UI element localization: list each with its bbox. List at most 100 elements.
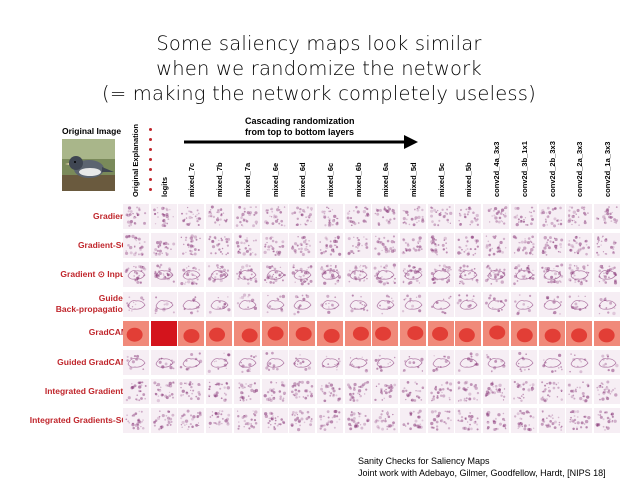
- row-label: Gradient ⊙ Input: [60, 269, 128, 280]
- column-label: conv2d_2b_3x3: [547, 141, 557, 197]
- saliency-cell: [344, 233, 371, 259]
- saliency-cell: [233, 350, 260, 375]
- original-bird-image: [62, 139, 115, 191]
- saliency-cell: [427, 350, 454, 375]
- saliency-cell: [289, 320, 316, 346]
- saliency-cell: [233, 262, 260, 288]
- saliency-cell: [178, 233, 205, 259]
- row-label-line: Guided GradCAM: [57, 356, 128, 367]
- saliency-cell: [566, 379, 593, 405]
- slide-title-line-2: when we randomize the network: [156, 57, 482, 80]
- saliency-cell: [427, 204, 454, 229]
- saliency-cell: [150, 350, 177, 375]
- saliency-cell: [261, 320, 288, 346]
- column-label: mixed_5d: [409, 162, 418, 197]
- saliency-cell: [206, 379, 233, 405]
- column-label: Original Explanation: [131, 124, 140, 197]
- slide-title-line-1: Some saliency maps look similar: [156, 32, 482, 55]
- saliency-cell: [593, 408, 620, 434]
- row-label: Integrated Gradients-SG: [30, 415, 128, 426]
- saliency-cell: [178, 291, 205, 317]
- saliency-cell: [538, 320, 565, 346]
- saliency-cell: [150, 262, 177, 288]
- saliency-cell: [400, 379, 426, 405]
- saliency-cell: [593, 379, 620, 405]
- saliency-cell: [178, 379, 205, 405]
- saliency-cell: [566, 408, 593, 434]
- saliency-cell: [316, 262, 343, 288]
- saliency-cell: [400, 291, 426, 317]
- saliency-cell: [510, 379, 537, 405]
- row-label: Gradient: [93, 211, 128, 222]
- saliency-cell: [593, 204, 620, 229]
- saliency-cell: [538, 350, 565, 375]
- saliency-cell: [261, 291, 288, 317]
- saliency-cell: [593, 350, 620, 375]
- saliency-cell: [483, 291, 510, 317]
- saliency-cell: [344, 408, 371, 434]
- saliency-cell: [510, 262, 537, 288]
- saliency-cell: [123, 379, 149, 405]
- saliency-cell: [538, 233, 565, 259]
- saliency-cell: [538, 262, 565, 288]
- saliency-cell: [372, 233, 399, 259]
- saliency-cell: [123, 233, 149, 259]
- column-label: conv2d_1a_3x3: [602, 141, 612, 197]
- saliency-cell: [510, 291, 537, 317]
- saliency-cell: [455, 262, 482, 288]
- saliency-cell: [400, 262, 426, 288]
- saliency-cell: [400, 350, 426, 375]
- column-label: logits: [159, 177, 169, 197]
- saliency-cell: [261, 408, 288, 434]
- saliency-cell: [316, 204, 343, 229]
- column-label: mixed_6e: [270, 162, 280, 197]
- saliency-cell: [233, 233, 260, 259]
- saliency-cell: [372, 204, 399, 229]
- row-label-line: Gradient: [93, 210, 128, 221]
- saliency-cell: [483, 320, 510, 346]
- saliency-cell: [150, 291, 177, 317]
- saliency-cell: [510, 320, 537, 346]
- column-label: mixed_6d: [298, 162, 308, 197]
- saliency-cell: [400, 204, 426, 229]
- saliency-cell: [316, 408, 343, 434]
- saliency-cell: [344, 262, 371, 288]
- row-label: Gradient-SG: [78, 240, 128, 251]
- saliency-cell: [261, 379, 288, 405]
- saliency-cell: [372, 291, 399, 317]
- column-label: mixed_6b: [353, 162, 363, 197]
- column-label: conv2d_2a_3x3: [575, 141, 585, 197]
- saliency-cell: [289, 408, 316, 434]
- saliency-cell: [483, 350, 510, 375]
- column-label: mixed_6a: [381, 162, 391, 197]
- saliency-cell: [316, 379, 343, 405]
- saliency-cell: [400, 320, 426, 346]
- original-image-label: Original Image: [62, 126, 122, 136]
- saliency-cell: [455, 320, 482, 346]
- saliency-cell: [123, 262, 149, 288]
- row-label-line: Back-propagation: [55, 303, 128, 314]
- saliency-cell: [289, 291, 316, 317]
- saliency-cell: [178, 204, 205, 229]
- saliency-cell: [427, 262, 454, 288]
- saliency-cell: [316, 350, 343, 375]
- footer-line-1: Sanity Checks for Saliency Maps: [358, 456, 490, 466]
- saliency-cell: [289, 262, 316, 288]
- saliency-cell: [427, 379, 454, 405]
- row-label-line: GradCAM: [88, 327, 128, 338]
- saliency-cell: [178, 262, 205, 288]
- saliency-cell: [150, 379, 177, 405]
- saliency-cell: [123, 204, 149, 229]
- saliency-cell: [316, 291, 343, 317]
- saliency-cell: [593, 262, 620, 288]
- saliency-cell: [123, 408, 149, 434]
- saliency-cell: [483, 379, 510, 405]
- saliency-cell: [427, 408, 454, 434]
- saliency-cell: [372, 320, 399, 346]
- column-label: mixed_5b: [464, 162, 474, 197]
- saliency-cell: [455, 204, 482, 229]
- row-label: Guided Back-propagation: [56, 293, 128, 315]
- saliency-cell: [233, 204, 260, 229]
- saliency-cell: [261, 350, 288, 375]
- saliency-cell: [427, 320, 454, 346]
